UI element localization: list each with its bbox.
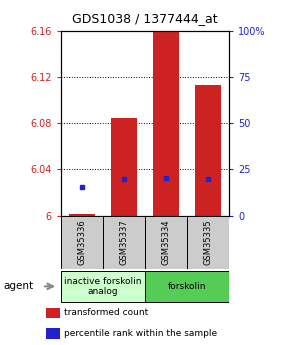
Text: GSM35334: GSM35334 bbox=[162, 219, 171, 265]
Bar bbox=[195, 85, 221, 216]
Bar bbox=[187, 216, 229, 268]
Text: inactive forskolin
analog: inactive forskolin analog bbox=[64, 277, 142, 296]
Bar bbox=[69, 215, 95, 216]
Text: transformed count: transformed count bbox=[64, 308, 149, 317]
Text: percentile rank within the sample: percentile rank within the sample bbox=[64, 329, 218, 338]
Text: forskolin: forskolin bbox=[168, 282, 206, 291]
Bar bbox=[145, 216, 187, 268]
Text: GSM35335: GSM35335 bbox=[204, 219, 213, 265]
Bar bbox=[61, 271, 145, 302]
Bar bbox=[46, 308, 60, 318]
Text: GSM35336: GSM35336 bbox=[77, 219, 86, 265]
Bar bbox=[46, 328, 60, 339]
Bar bbox=[111, 118, 137, 216]
Text: GDS1038 / 1377444_at: GDS1038 / 1377444_at bbox=[72, 12, 218, 25]
Text: agent: agent bbox=[3, 282, 33, 291]
Bar bbox=[61, 216, 103, 268]
Text: GSM35337: GSM35337 bbox=[119, 219, 128, 265]
Bar bbox=[153, 31, 179, 216]
Bar bbox=[145, 271, 229, 302]
Bar bbox=[103, 216, 145, 268]
